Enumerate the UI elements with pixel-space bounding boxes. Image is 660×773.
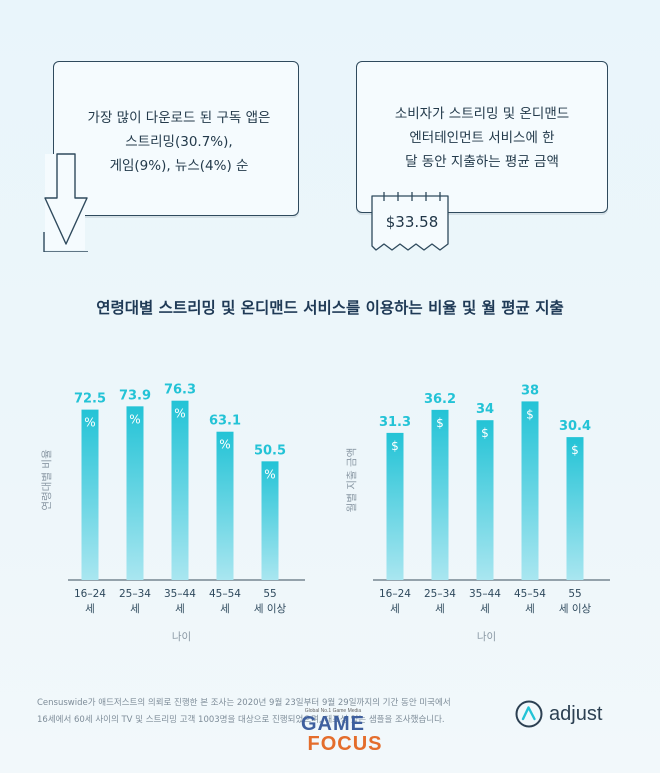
data-label: 30.4: [559, 419, 591, 434]
data-label: 31.3: [379, 415, 411, 430]
x-axis-label: 나이: [477, 631, 496, 643]
data-label: 50.5: [254, 443, 286, 458]
watermark-tagline: Global No.1 Game Media: [304, 708, 362, 714]
data-label: 72.5: [74, 392, 106, 407]
x-tick-label: 55: [568, 588, 581, 600]
x-tick-label-unit: 세: [130, 603, 140, 615]
bar-symbol: %: [129, 412, 140, 426]
usage-rate-chart-svg: 연령대별 비율% 72.5 16–24 세% 73.9 25–34 세% 76.3 35–44 세…: [41, 383, 305, 643]
bar-symbol: $: [526, 407, 534, 421]
bar: [566, 437, 584, 580]
x-tick-label: 45–54: [209, 588, 241, 600]
x-tick-label: 16–24: [74, 588, 106, 600]
adjust-logo-icon: [515, 700, 543, 728]
bar: [81, 409, 99, 580]
monthly-spend-chart: 월별 지출 금액 $31.3 16–24 세 $36.2 25–34 세 $34 35–44 세 $…: [345, 340, 645, 660]
x-tick-label: 25–34: [119, 588, 151, 600]
bar: [431, 409, 449, 580]
data-label: 63.1: [209, 414, 241, 429]
x-tick-label: 35–44: [164, 588, 196, 600]
x-tick-label-unit: 세 이상: [559, 603, 592, 615]
watermark-game: GAME: [301, 713, 365, 735]
x-tick-label-unit: 세 이상: [254, 603, 287, 615]
bar-symbol: %: [84, 416, 95, 430]
x-tick-label-unit: 세: [525, 603, 535, 615]
bar-symbol: $: [481, 426, 489, 440]
x-tick-label: 16–24: [379, 588, 411, 600]
x-axis-label: 나이: [172, 631, 191, 643]
download-arrow-icon: [43, 153, 88, 252]
monthly-spend-text: 소비자가 스트리밍 및 온디맨드 엔터테인먼트 서비스에 한 달 동안 지출하는…: [394, 106, 570, 170]
x-tick-label: 45–54: [514, 588, 546, 600]
bar-symbol: $: [436, 416, 444, 430]
y-axis-label: 월별 지출 금액: [346, 448, 358, 513]
monthly-spend-chart-svg: 월별 지출 금액 $31.3 16–24 세 $36.2 25–34 세 $34 35–44 세 $…: [346, 383, 610, 643]
receipt-amount: $33.58: [385, 213, 439, 231]
x-tick-label-unit: 세: [220, 603, 230, 615]
bar-symbol: %: [264, 467, 275, 481]
survey-footnote: Censuswide가 애드저스트의 의뢰로 진행한 본 조사는 2020년 9…: [37, 698, 451, 725]
data-label: 36.2: [424, 392, 456, 407]
bar-symbol: $: [571, 443, 579, 457]
bar: [216, 431, 234, 580]
data-label: 76.3: [164, 383, 196, 398]
x-tick-label-unit: 세: [435, 603, 445, 615]
bar: [261, 461, 279, 580]
bar: [476, 420, 494, 580]
x-tick-label: 55: [263, 588, 276, 600]
data-label: 73.9: [119, 388, 151, 403]
data-label: 38: [521, 383, 539, 398]
download-stats-card: 가장 많이 다운로드 된 구독 앱은 스트리밍(30.7%), 게임(9%), …: [53, 61, 299, 216]
adjust-logo-text: adjust: [549, 702, 603, 725]
data-label: 34: [476, 402, 494, 417]
adjust-logo[interactable]: adjust: [515, 700, 602, 728]
bar-symbol: %: [219, 438, 230, 452]
y-axis-label: 연령대별 비율: [41, 449, 53, 511]
monthly-spend-card: 소비자가 스트리밍 및 온디맨드 엔터테인먼트 서비스에 한 달 동안 지출하는…: [356, 61, 608, 213]
x-tick-label-unit: 세: [390, 603, 400, 615]
bar: [521, 401, 539, 580]
chart-title: 연령대별 스트리밍 및 온디맨드 서비스를 이용하는 비율 및 월 평균 지출: [96, 299, 564, 317]
bar-symbol: $: [391, 439, 399, 453]
watermark-focus: FOCUS: [307, 733, 383, 755]
x-tick-label-unit: 세: [480, 603, 490, 615]
download-stats-text: 가장 많이 다운로드 된 구독 앱은 스트리밍(30.7%), 게임(9%), …: [87, 110, 271, 174]
x-tick-label-unit: 세: [175, 603, 185, 615]
usage-rate-chart: 연령대별 비율% 72.5 16–24 세% 73.9 25–34 세% 76.3 35–44 세…: [40, 340, 340, 660]
x-tick-label-unit: 세: [85, 603, 95, 615]
bar: [171, 400, 189, 580]
bar: [386, 432, 404, 580]
bar: [126, 406, 144, 580]
x-tick-label: 25–34: [424, 588, 456, 600]
x-tick-label: 35–44: [469, 588, 501, 600]
receipt-icon: [371, 192, 449, 251]
bar-symbol: %: [174, 407, 185, 421]
watermark-logo: Global No.1 Game Media GAME FOCUS: [258, 708, 408, 754]
